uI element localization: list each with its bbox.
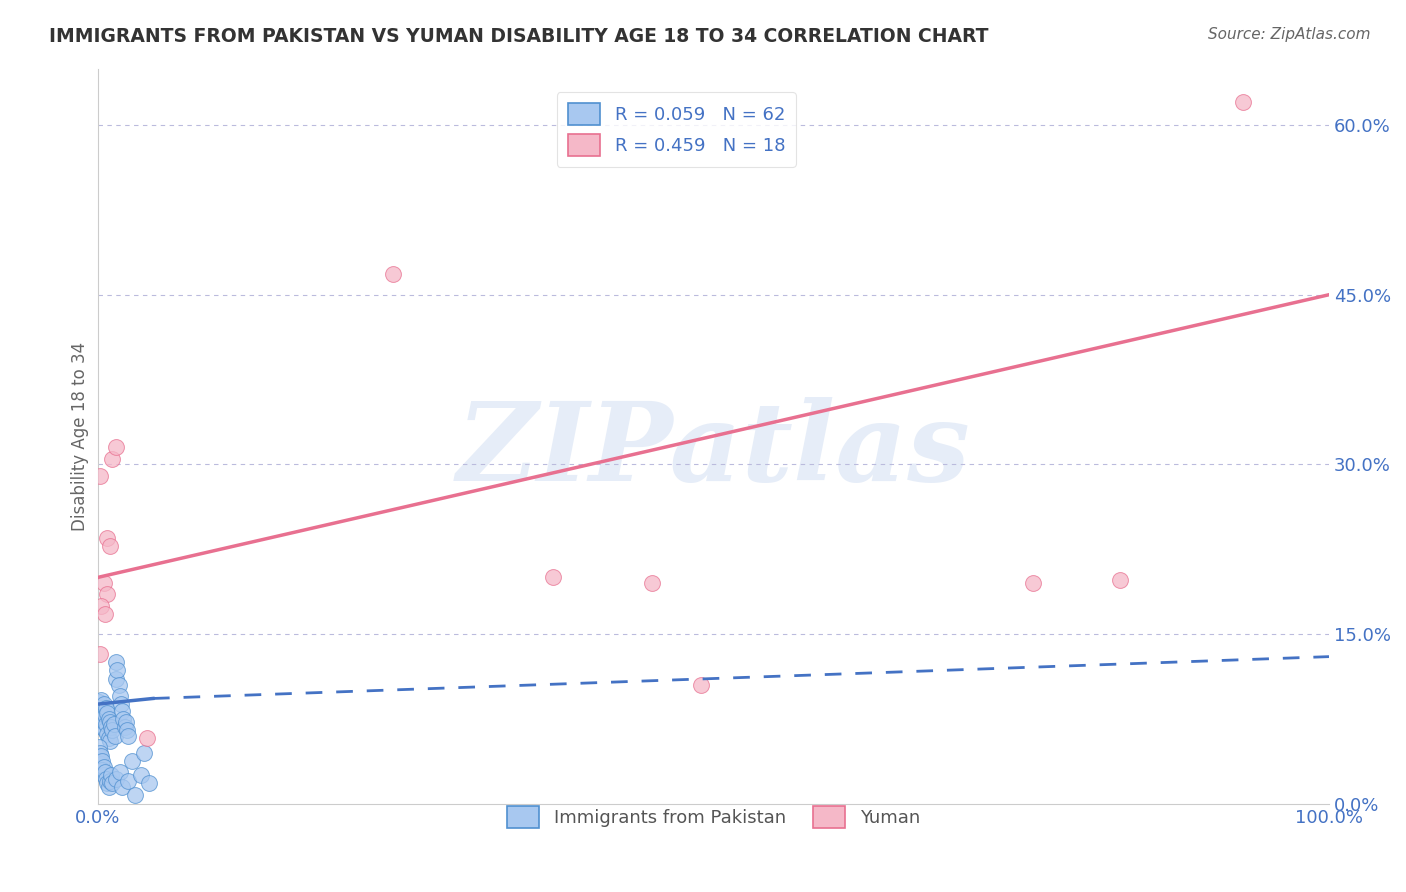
Point [105,655,128,669]
Point [107,678,129,692]
Point [90,757,112,772]
Point [100,720,122,734]
Point [89,754,111,768]
Text: Source: ZipAtlas.com: Source: ZipAtlas.com [1208,27,1371,42]
Point [105,663,128,677]
Point [105,772,128,786]
Point [105,672,128,686]
Point [96,587,118,601]
Point [91,720,114,734]
Point [93,715,115,730]
Point [89,700,111,714]
Point [89,708,111,723]
Point [1108,573,1130,587]
Point [100,768,122,782]
Point [96,706,118,721]
Point [91,704,114,718]
Point [87,706,110,721]
Point [94,607,117,621]
Point [98,774,121,789]
Point [134,746,156,760]
Point [96,531,118,545]
Text: IMMIGRANTS FROM PAKISTAN VS YUMAN DISABILITY AGE 18 TO 34 CORRELATION CHART: IMMIGRANTS FROM PAKISTAN VS YUMAN DISABI… [49,27,988,45]
Point [96,772,118,786]
Point [129,768,152,782]
Point [108,764,131,779]
Legend: Immigrants from Pakistan, Yuman: Immigrants from Pakistan, Yuman [499,798,927,835]
Point [90,712,112,726]
Point [641,576,664,591]
Point [96,717,118,731]
Point [138,776,160,790]
Point [382,268,405,282]
Point [93,576,115,591]
Point [89,746,111,760]
Point [94,708,117,723]
Y-axis label: Disability Age 18 to 34: Disability Age 18 to 34 [72,342,89,531]
Point [101,451,124,466]
Point [111,704,134,718]
Point [94,723,117,738]
Point [121,754,143,768]
Point [96,776,118,790]
Point [110,697,132,711]
Point [90,599,112,613]
Point [96,700,118,714]
Point [112,712,135,726]
Point [111,780,134,794]
Point [1022,576,1045,591]
Point [115,723,138,738]
Point [89,648,111,662]
Point [98,715,121,730]
Point [103,717,125,731]
Point [89,468,111,483]
Point [91,763,114,777]
Point [690,678,713,692]
Point [97,780,120,794]
Point [87,749,110,764]
Point [87,740,110,755]
Text: ZIPatlas: ZIPatlas [457,397,970,505]
Point [541,570,564,584]
Point [1232,95,1254,110]
Point [101,723,124,738]
Point [105,441,128,455]
Point [114,720,136,734]
Point [96,726,118,740]
Point [93,697,115,711]
Point [98,539,121,553]
Point [115,715,138,730]
Point [93,768,115,782]
Point [101,776,124,790]
Point [87,695,110,709]
Point [97,712,120,726]
Point [117,729,139,743]
Point [104,729,127,743]
Point [98,734,121,748]
Point [108,690,131,704]
Point [90,692,112,706]
Point [117,774,139,789]
Point [94,764,117,779]
Point [124,788,146,802]
Point [97,731,120,745]
Point [90,749,112,764]
Point [93,760,115,774]
Point [91,754,114,768]
Point [135,731,157,745]
